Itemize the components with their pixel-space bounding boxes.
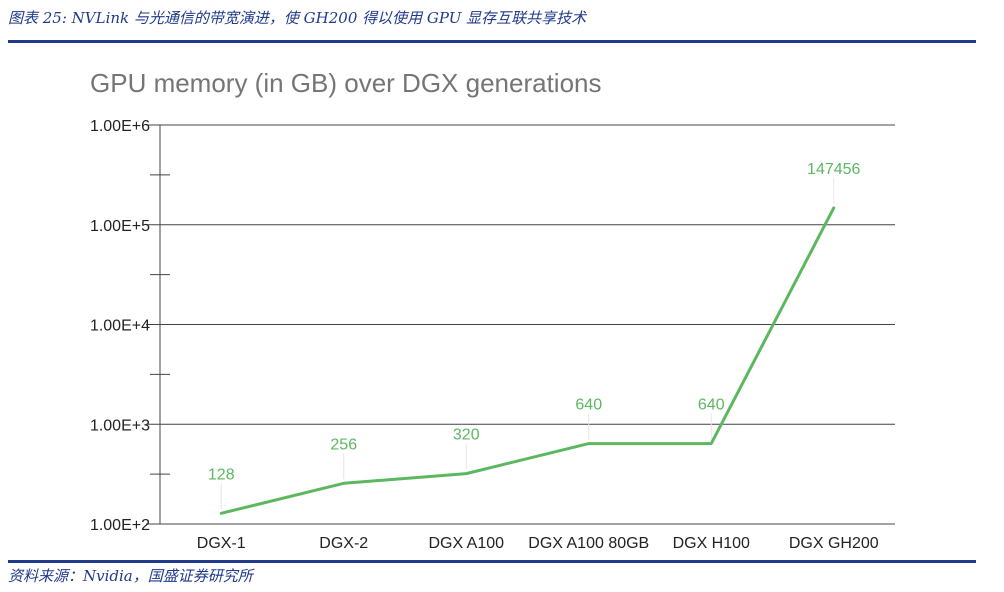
top-divider <box>8 40 976 43</box>
y-axis <box>146 124 170 525</box>
y-tick-label: 1.00E+5 <box>90 218 150 235</box>
y-tick-label: 1.00E+3 <box>90 417 150 434</box>
x-tick-label: DGX GH200 <box>789 535 879 552</box>
data-label: 147456 <box>807 161 860 178</box>
data-label: 128 <box>208 466 235 483</box>
x-tick-labels: DGX-1 DGX-2 DGX A100 DGX A100 80GB DGX H100 D… <box>197 535 879 552</box>
figure-caption: 图表 25: NVLink 与光通信的带宽演进，使 GH200 得以使用 GPU… <box>8 9 587 27</box>
series-line <box>219 206 836 515</box>
data-labels: 128 256 320 640 640 147456 <box>208 161 861 483</box>
x-tick-label: DGX H100 <box>673 535 750 552</box>
y-tick-label: 1.00E+6 <box>90 118 150 135</box>
data-label: 640 <box>698 397 725 414</box>
source-note: 资料来源：Nvidia，国盛证券研究所 <box>8 567 253 585</box>
x-tick-label: DGX A100 80GB <box>528 535 649 552</box>
y-tick-label: 1.00E+2 <box>90 517 150 534</box>
series-line-group <box>219 206 836 515</box>
x-tick-label: DGX A100 <box>428 535 504 552</box>
x-tick-label: DGX-2 <box>319 535 368 552</box>
y-tick-label: 1.00E+4 <box>90 318 150 335</box>
bottom-divider <box>8 560 976 563</box>
data-label: 256 <box>330 436 357 453</box>
data-label: 640 <box>575 397 602 414</box>
data-label: 320 <box>453 427 480 444</box>
label-leader-lines <box>220 177 835 510</box>
gridlines <box>160 124 895 525</box>
line-chart: GPU memory (in GB) over DGX generations … <box>90 68 895 552</box>
y-tick-labels: 1.00E+2 1.00E+3 1.00E+4 1.00E+5 1.00E+6 <box>90 118 150 534</box>
x-tick-label: DGX-1 <box>197 535 246 552</box>
chart-title: GPU memory (in GB) over DGX generations <box>90 68 602 98</box>
